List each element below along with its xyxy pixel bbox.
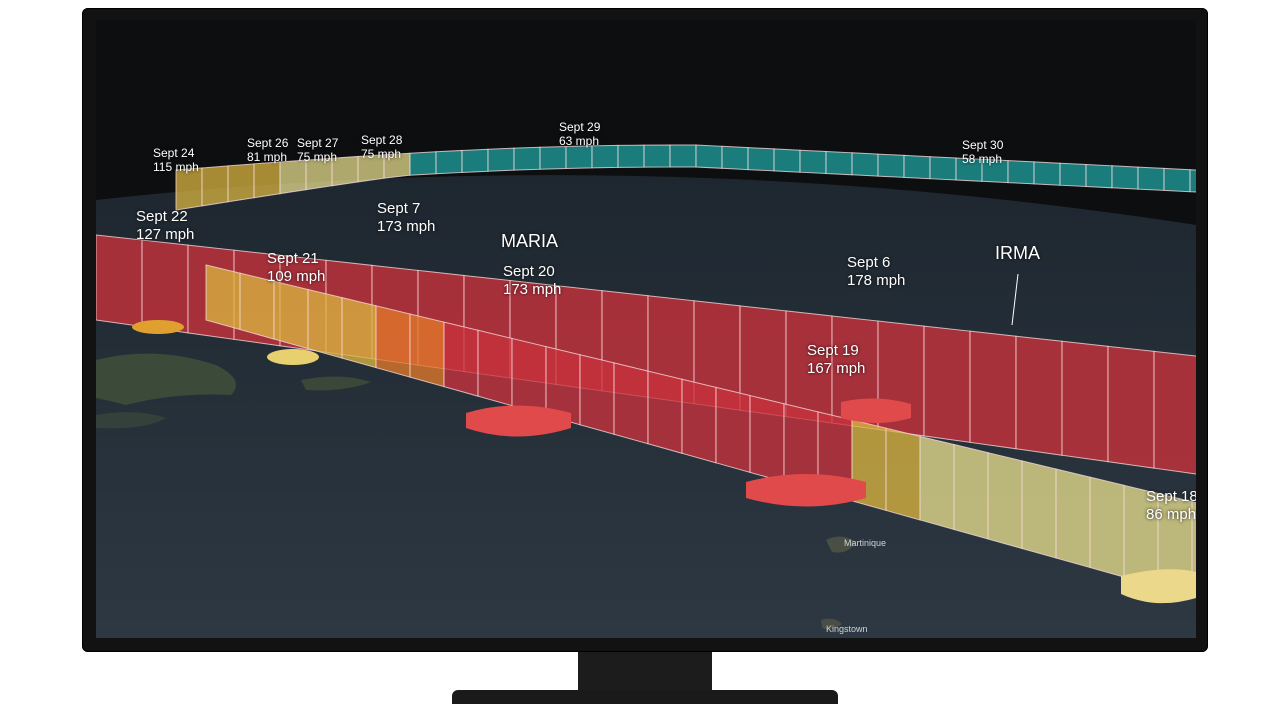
point-label-sept18: Sept 18 86 mph <box>1146 488 1196 523</box>
arc-segment <box>1189 169 1196 193</box>
point-label-sept19: Sept 19 167 mph <box>807 342 866 377</box>
point-label-sept29: Sept 29 63 mph <box>559 120 601 149</box>
place-label-kingstown: Kingstown <box>826 624 868 634</box>
point-label-sept28: Sept 28 75 mph <box>361 133 403 162</box>
irma-leader-line <box>1011 273 1019 326</box>
point-label-sept21: Sept 21 109 mph <box>267 250 326 285</box>
storm-name-maria: MARIA <box>501 231 559 251</box>
map-scene[interactable]: MARIA IRMA Sept 24 115 mph Sept 26 81 mph … <box>96 20 1196 638</box>
storm-name-irma: IRMA <box>995 243 1040 263</box>
eye-marker-sept21 <box>267 349 319 365</box>
island-puerto-rico <box>301 376 371 391</box>
point-label-sept20: Sept 20 173 mph <box>503 263 562 298</box>
island-st-vincent <box>821 618 842 630</box>
island-martinique <box>826 536 856 553</box>
hurricane-3d-map[interactable] <box>96 20 1196 638</box>
eye-marker-sept6 <box>841 398 911 423</box>
island-jamaica-area <box>96 412 166 429</box>
point-label-sept6: Sept 6 178 mph <box>847 254 906 289</box>
point-label-sept27: Sept 27 75 mph <box>297 136 339 165</box>
monitor-stand-base <box>452 690 838 704</box>
monitor-stand-neck <box>578 652 712 692</box>
place-label-martinique: Martinique <box>844 538 887 548</box>
eye-marker-sept22 <box>132 320 184 334</box>
irma-track-curtain <box>96 234 1196 475</box>
point-label-sept24: Sept 24 115 mph <box>153 146 199 175</box>
eye-marker-sept18 <box>1121 569 1196 604</box>
point-label-sept7: Sept 7 173 mph <box>377 200 436 235</box>
point-label-sept26: Sept 26 81 mph <box>247 136 289 165</box>
point-label-sept30: Sept 30 58 mph <box>962 138 1004 167</box>
eye-marker-sept19 <box>746 474 866 507</box>
eye-marker-sept20 <box>466 405 571 437</box>
point-label-sept22: Sept 22 127 mph <box>136 208 195 243</box>
maria-late-track-arc <box>175 144 1196 211</box>
storm-eye-markers <box>132 320 1196 604</box>
irma-segment <box>1153 350 1196 475</box>
island-hispaniola <box>96 353 236 405</box>
